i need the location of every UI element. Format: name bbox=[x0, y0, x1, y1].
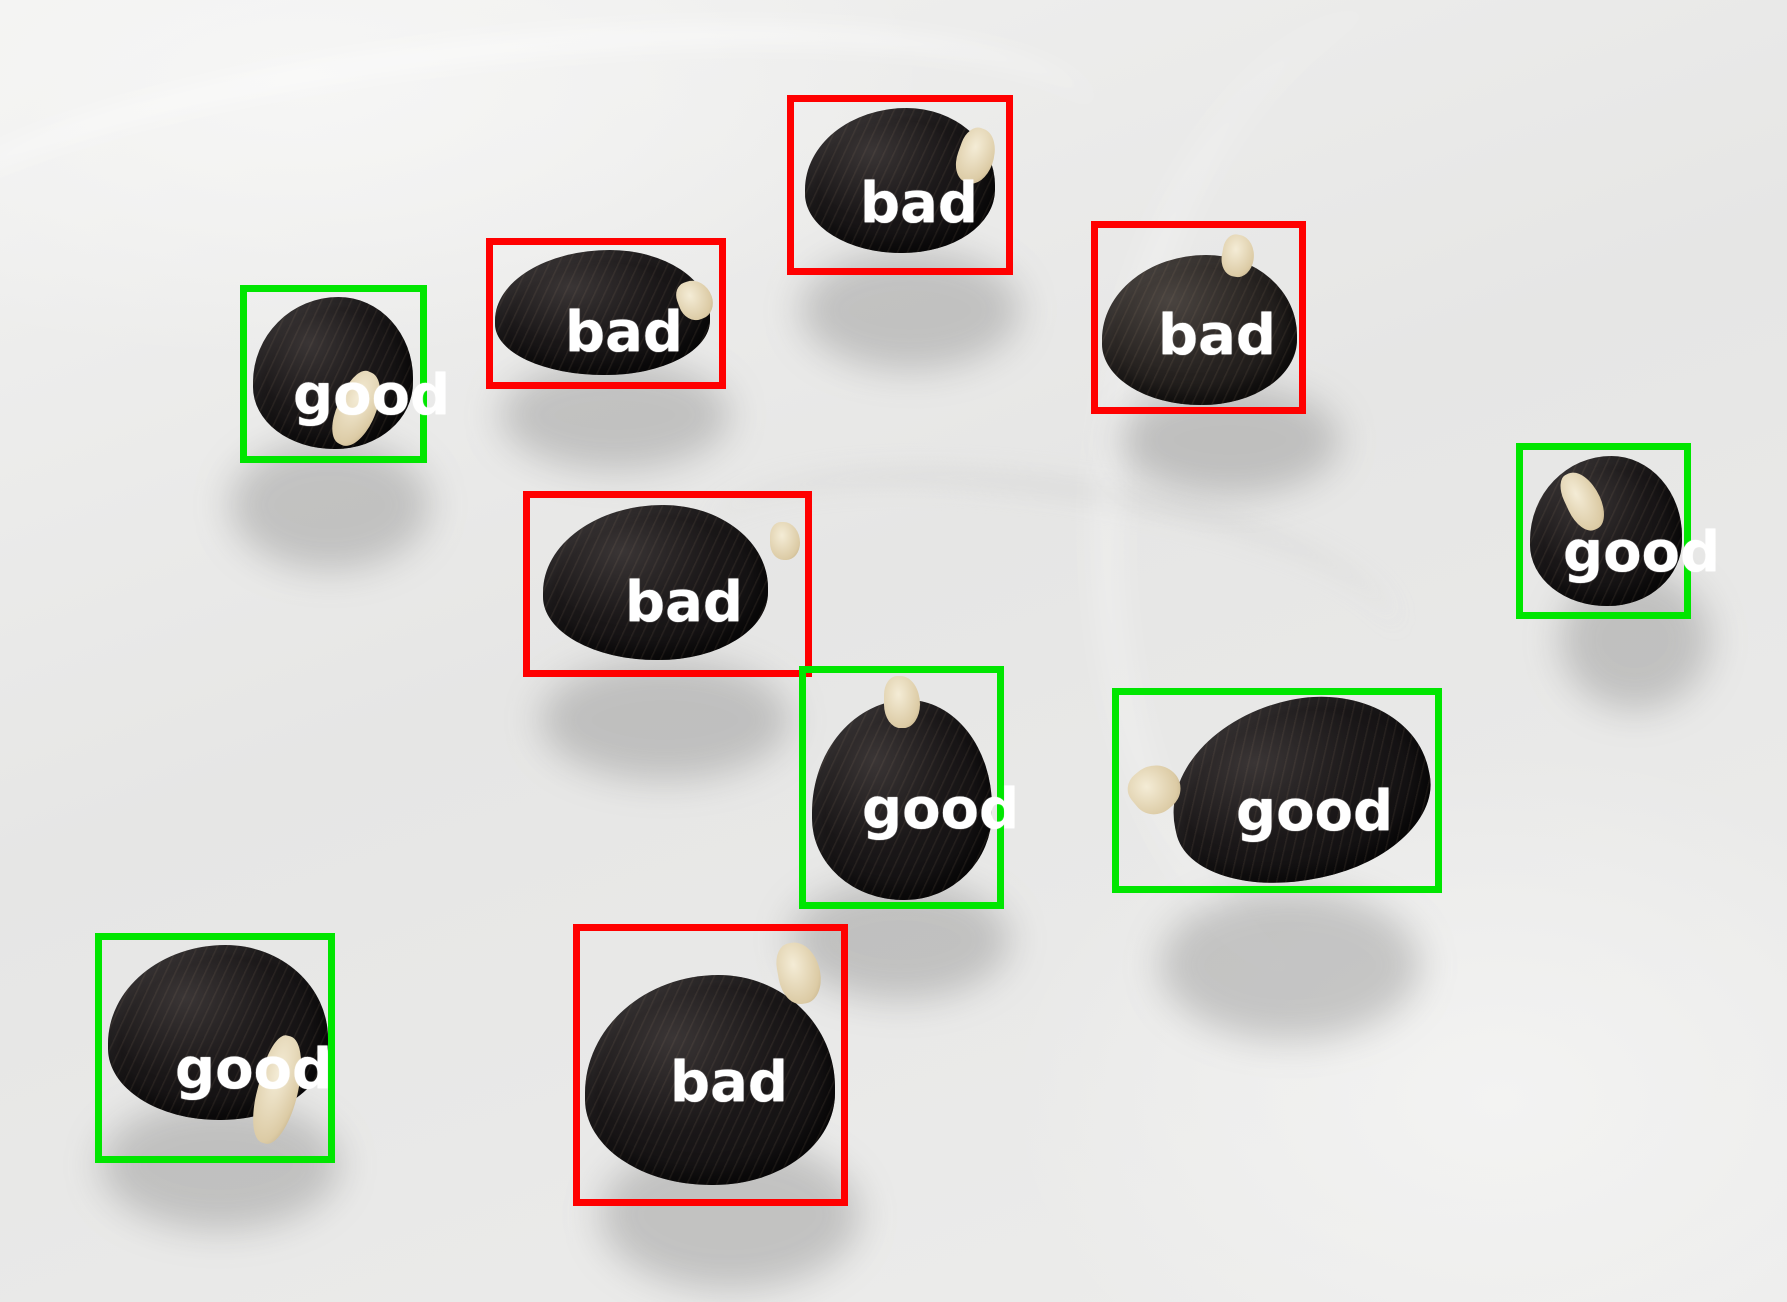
detection-label-10: bad bbox=[670, 1050, 788, 1115]
seed-shadow bbox=[500, 360, 730, 470]
seed-shadow bbox=[100, 1100, 340, 1230]
detection-box-8 bbox=[1112, 688, 1442, 893]
detection-label-1: bad bbox=[860, 171, 978, 236]
seed bbox=[585, 975, 835, 1185]
detection-label-3: bad bbox=[1158, 303, 1276, 368]
seed bbox=[1102, 255, 1297, 405]
detection-box-7 bbox=[799, 666, 1004, 909]
seed bbox=[812, 700, 992, 900]
detection-label-8: good bbox=[1236, 779, 1394, 844]
detection-box-3 bbox=[1091, 221, 1306, 414]
seed bbox=[543, 505, 768, 660]
seed bbox=[1530, 456, 1682, 606]
detection-box-5 bbox=[1516, 443, 1691, 619]
sprout bbox=[770, 522, 800, 560]
detection-box-2 bbox=[486, 238, 726, 389]
detection-box-9 bbox=[95, 933, 335, 1163]
seed-shadow bbox=[1160, 890, 1420, 1040]
detection-label-2: bad bbox=[565, 300, 683, 365]
detection-box-4 bbox=[240, 285, 427, 463]
detection-label-7: good bbox=[862, 777, 1020, 842]
seed-shadow bbox=[540, 660, 790, 780]
detection-label-9: good bbox=[175, 1037, 333, 1102]
detection-box-6 bbox=[523, 491, 812, 677]
sprout bbox=[884, 676, 920, 728]
detection-box-10 bbox=[573, 924, 848, 1206]
detection-label-5: good bbox=[1563, 520, 1721, 585]
detection-label-6: bad bbox=[625, 570, 743, 635]
detection-label-4: good bbox=[293, 363, 451, 428]
seed bbox=[495, 250, 710, 375]
detection-box-1 bbox=[787, 95, 1013, 275]
